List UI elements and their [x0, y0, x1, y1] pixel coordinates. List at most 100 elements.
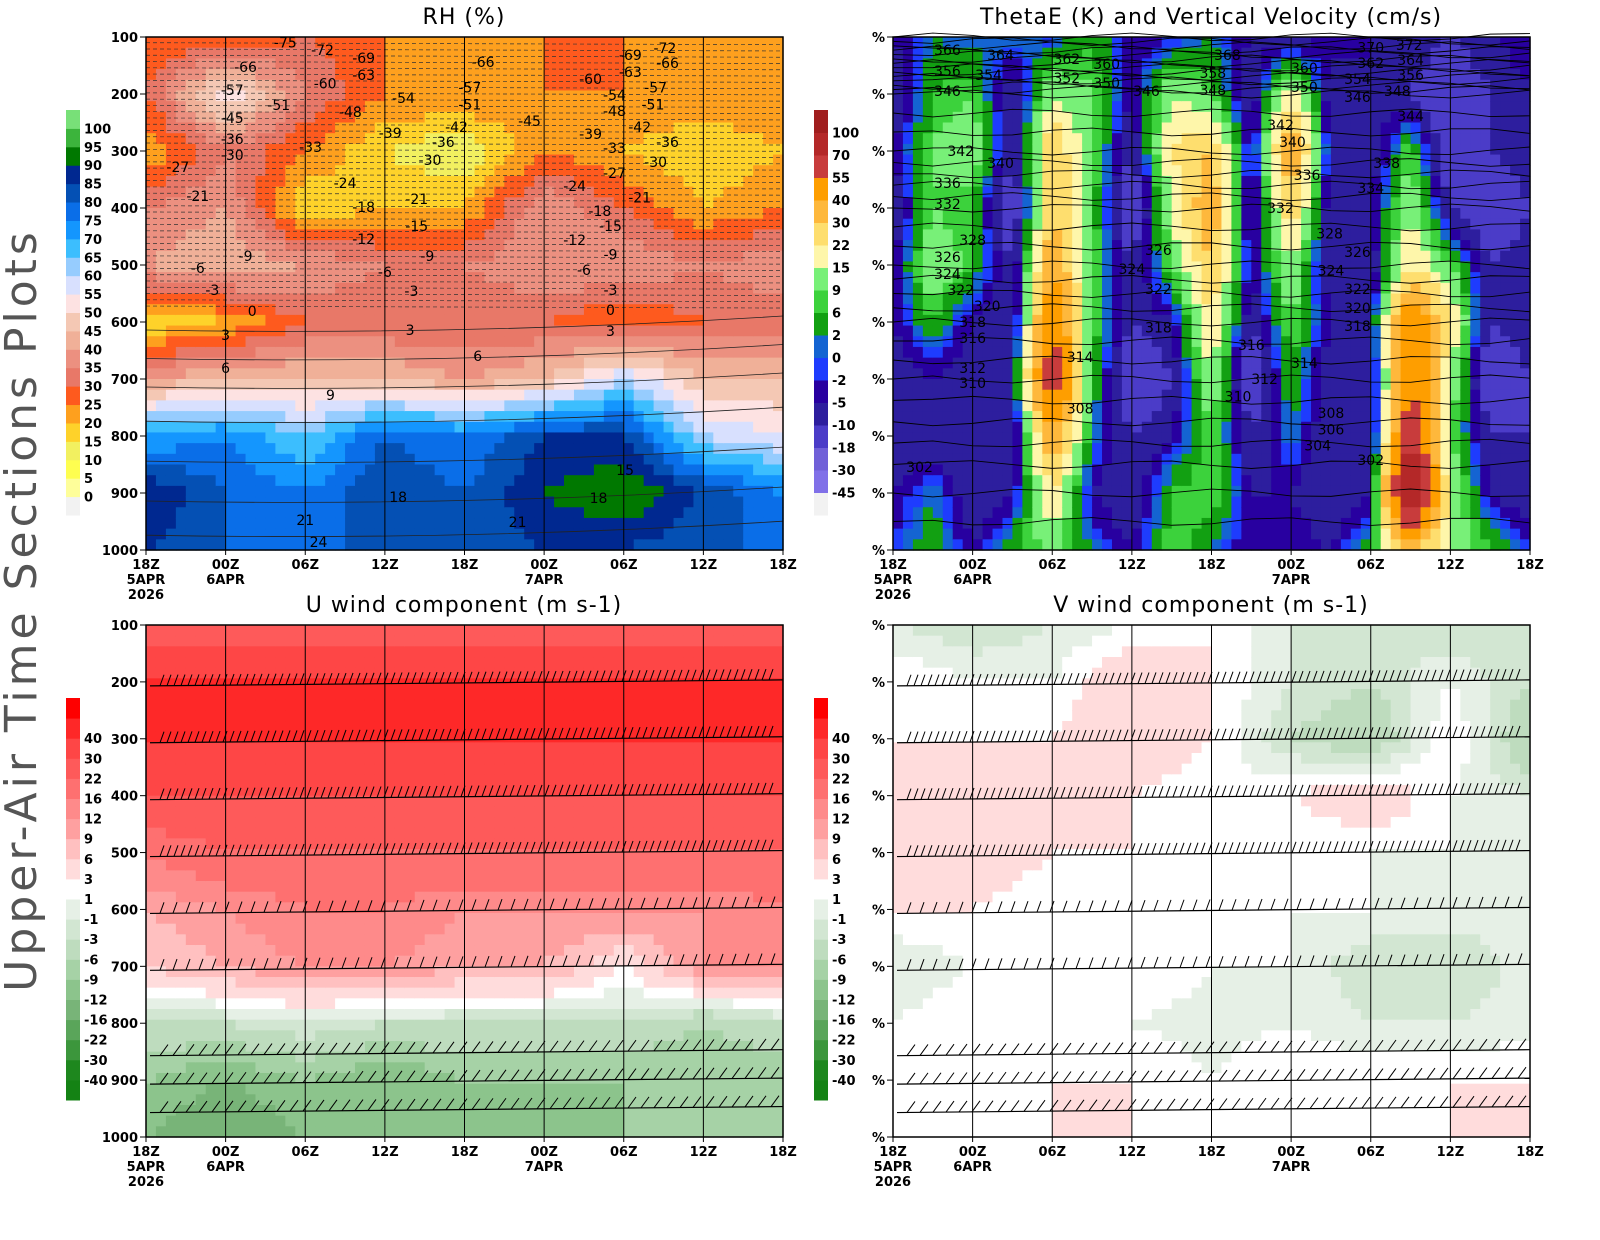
field-cell	[534, 37, 545, 48]
field-cell	[504, 390, 515, 401]
field-cell	[345, 294, 356, 305]
field-cell	[265, 294, 276, 305]
field-cell	[903, 358, 914, 369]
field-cell	[216, 422, 227, 433]
field-cell	[176, 368, 187, 379]
field-cell	[1012, 347, 1023, 358]
field-cell	[654, 261, 665, 272]
field-cell	[474, 294, 485, 305]
field-cell	[693, 400, 704, 411]
field-cell	[494, 518, 505, 529]
field-cell	[713, 422, 724, 433]
field-cell	[285, 176, 296, 187]
field-cell	[206, 155, 217, 166]
field-cell	[923, 368, 934, 379]
field-cell	[713, 368, 724, 379]
field-cell	[146, 261, 157, 272]
field-cell	[1172, 90, 1183, 101]
field-cell	[504, 432, 515, 443]
field-cell	[166, 347, 177, 358]
field-cell	[1042, 443, 1053, 454]
field-cell	[365, 486, 376, 497]
field-cell	[156, 69, 167, 80]
field-cell	[445, 229, 456, 240]
field-cell	[913, 529, 924, 540]
field-cell	[465, 539, 476, 550]
field-cell	[604, 432, 615, 443]
field-cell	[1231, 475, 1242, 486]
field-cell	[1012, 358, 1023, 369]
field-cell	[723, 465, 734, 476]
field-cell	[634, 219, 645, 230]
field-cell	[176, 197, 187, 208]
field-cell	[693, 411, 704, 422]
field-cell	[196, 465, 207, 476]
y-tick-label: 800	[111, 430, 138, 445]
field-cell	[265, 304, 276, 315]
field-cell	[634, 80, 645, 91]
field-cell	[693, 358, 704, 369]
field-cell	[295, 465, 306, 476]
field-cell	[554, 368, 565, 379]
field-cell	[893, 187, 904, 198]
contour-label: -15	[405, 219, 428, 235]
field-cell	[564, 358, 575, 369]
field-cell	[743, 368, 754, 379]
field-cell	[206, 368, 217, 379]
field-cell	[624, 539, 635, 550]
field-cell	[963, 475, 974, 486]
field-cell	[963, 539, 974, 550]
field-cell	[425, 539, 436, 550]
field-cell	[963, 251, 974, 262]
contour-label: 21	[509, 515, 527, 531]
field-cell	[1102, 454, 1113, 465]
field-cell	[1192, 486, 1203, 497]
field-cell	[973, 475, 984, 486]
field-cell	[1012, 272, 1023, 283]
field-cell	[1172, 400, 1183, 411]
field-cell	[723, 390, 734, 401]
field-cell	[1202, 251, 1213, 262]
field-cell	[1002, 347, 1013, 358]
field-cell	[763, 101, 774, 112]
field-cell	[484, 165, 495, 176]
colorbar-label: 10	[84, 454, 102, 469]
field-cell	[325, 432, 336, 443]
field-cell	[156, 400, 167, 411]
field-cell	[415, 422, 426, 433]
field-cell	[1142, 112, 1153, 123]
field-cell	[953, 454, 964, 465]
side-title: Upper-Air Time Sections Plots	[0, 228, 47, 992]
field-cell	[544, 229, 555, 240]
field-cell	[1102, 326, 1113, 337]
field-cell	[1072, 529, 1083, 540]
field-cell	[365, 336, 376, 347]
field-cell	[664, 304, 675, 315]
field-cell	[206, 261, 217, 272]
field-cell	[943, 539, 954, 550]
field-cell	[1182, 229, 1193, 240]
field-cell	[265, 208, 276, 219]
field-cell	[226, 422, 237, 433]
field-cell	[644, 176, 655, 187]
field-cell	[166, 326, 177, 337]
field-cell	[365, 411, 376, 422]
field-cell	[1172, 497, 1183, 508]
field-cell	[365, 518, 376, 529]
field-cell	[693, 336, 704, 347]
field-cell	[385, 294, 396, 305]
field-cell	[345, 336, 356, 347]
field-cell	[176, 529, 187, 540]
field-cell	[993, 443, 1004, 454]
field-cell	[933, 539, 944, 550]
field-cell	[315, 400, 326, 411]
field-cell	[1012, 507, 1023, 518]
field-cell	[1162, 347, 1173, 358]
field-cell	[1032, 176, 1043, 187]
field-cell	[903, 251, 914, 262]
field-cell	[703, 58, 714, 69]
field-cell	[664, 261, 675, 272]
field-cell	[206, 443, 217, 454]
field-cell	[146, 400, 157, 411]
